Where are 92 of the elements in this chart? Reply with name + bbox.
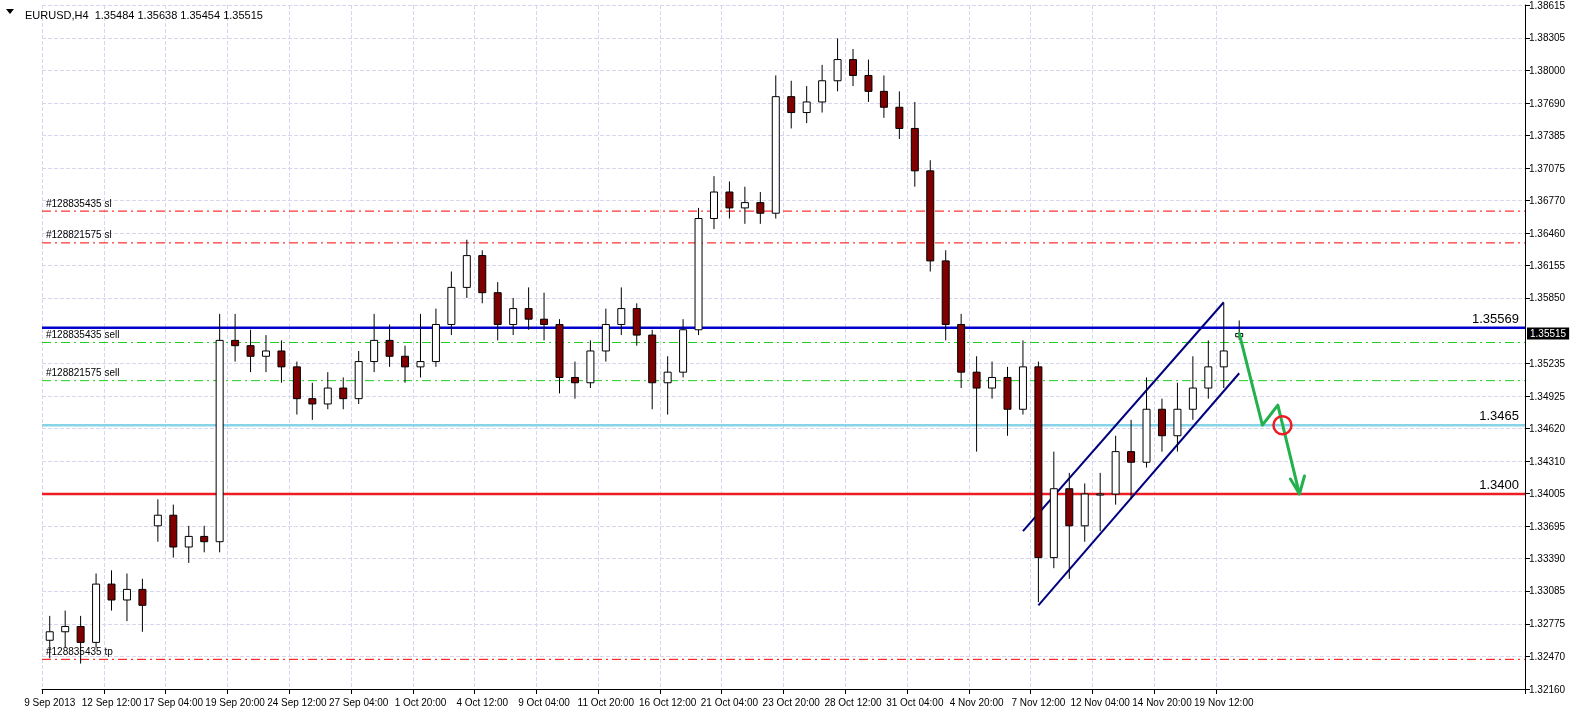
ref-line-label: #128835435 sl bbox=[46, 197, 112, 209]
candlestick bbox=[864, 59, 873, 103]
x-tick-label: 12 Sep 12:00 bbox=[81, 696, 142, 708]
y-tick-label: 1.32160 bbox=[1529, 683, 1566, 695]
ref-line-label: 1.35569 bbox=[1472, 310, 1519, 326]
y-tick-label: 1.34310 bbox=[1529, 455, 1566, 467]
x-tick-label: 1 Oct 20:00 bbox=[394, 696, 447, 708]
x-tick-label: 11 Oct 20:00 bbox=[577, 696, 635, 708]
y-tick-label: 1.33695 bbox=[1529, 520, 1566, 532]
x-tick-label: 14 Nov 20:00 bbox=[1132, 696, 1193, 708]
x-tick-label: 9 Sep 2013 bbox=[24, 696, 76, 708]
x-tick-label: 31 Oct 04:00 bbox=[886, 696, 944, 708]
y-tick-label: 1.38615 bbox=[1529, 0, 1566, 11]
candlestick bbox=[261, 334, 270, 373]
candlestick bbox=[879, 74, 888, 119]
candlestick bbox=[725, 180, 734, 220]
candlestick bbox=[787, 80, 796, 129]
candlestick bbox=[308, 382, 317, 421]
ref-line-label: #128821575 sl bbox=[46, 229, 112, 241]
candlestick bbox=[895, 90, 904, 140]
x-tick-label: 4 Oct 12:00 bbox=[456, 696, 509, 708]
y-tick-label: 1.38000 bbox=[1529, 64, 1566, 76]
x-tick-label: 12 Nov 04:00 bbox=[1070, 696, 1131, 708]
candlestick bbox=[972, 355, 981, 453]
y-tick-label: 1.37075 bbox=[1529, 162, 1566, 174]
candlestick bbox=[277, 339, 286, 384]
candlestick bbox=[833, 37, 842, 92]
y-tick-label: 1.34925 bbox=[1529, 390, 1566, 402]
y-tick-label: 1.33085 bbox=[1529, 585, 1566, 597]
candlestick bbox=[339, 376, 348, 410]
candlestick bbox=[988, 361, 997, 400]
text: 1.35515 bbox=[1530, 327, 1567, 339]
candlestick bbox=[370, 313, 379, 373]
x-tick-label: 16 Oct 12:00 bbox=[639, 696, 697, 708]
candlestick bbox=[524, 286, 533, 331]
x-tick-label: 27 Sep 04:00 bbox=[328, 696, 389, 708]
candlestick bbox=[540, 292, 549, 341]
candlestick bbox=[1219, 302, 1228, 389]
candlestick bbox=[509, 297, 518, 336]
ref-line-label: 1.3400 bbox=[1479, 477, 1519, 493]
candlestick bbox=[617, 286, 626, 336]
candlestick bbox=[1188, 355, 1197, 421]
ref-line-label: #128821575 sell bbox=[46, 367, 120, 379]
y-tick-label: 1.36460 bbox=[1529, 227, 1566, 239]
candlestick bbox=[61, 610, 70, 649]
ref-line-label: #128835435 sell bbox=[46, 329, 120, 340]
x-tick-label: 7 Nov 12:00 bbox=[1011, 696, 1066, 708]
candlestick bbox=[138, 578, 147, 633]
candlestick bbox=[153, 498, 162, 543]
candlestick bbox=[570, 361, 579, 400]
candlestick bbox=[231, 313, 240, 363]
y-tick-label: 1.35850 bbox=[1529, 292, 1566, 304]
y-tick-label: 1.32775 bbox=[1529, 618, 1566, 630]
candlestick bbox=[323, 371, 332, 410]
x-tick-label: 23 Oct 20:00 bbox=[762, 696, 821, 708]
candlestick bbox=[756, 191, 765, 225]
candlestick bbox=[184, 525, 193, 564]
ref-line-label: 1.3465 bbox=[1479, 408, 1519, 424]
candlestick bbox=[740, 186, 749, 225]
candlestick bbox=[416, 313, 425, 378]
y-tick-label: 1.35235 bbox=[1529, 357, 1566, 369]
x-tick-label: 17 Sep 04:00 bbox=[143, 696, 204, 708]
x-tick-label: 24 Sep 12:00 bbox=[267, 696, 328, 708]
candlestick bbox=[107, 569, 116, 612]
y-tick-label: 1.37690 bbox=[1529, 97, 1566, 109]
candlestick bbox=[1096, 472, 1105, 532]
candlestick bbox=[200, 525, 209, 553]
x-tick-label: 28 Oct 12:00 bbox=[824, 696, 883, 708]
y-tick-label: 1.34620 bbox=[1529, 422, 1566, 434]
candlestick bbox=[401, 345, 410, 384]
x-tick-label: 19 Sep 20:00 bbox=[205, 696, 266, 708]
y-tick-label: 1.36155 bbox=[1529, 260, 1566, 272]
y-tick-label: 1.38305 bbox=[1529, 32, 1566, 44]
x-tick-label: 9 Oct 04:00 bbox=[518, 696, 571, 708]
candlestick bbox=[1127, 419, 1136, 500]
candlestick bbox=[1204, 339, 1213, 400]
candlestick bbox=[385, 323, 394, 368]
chart-title: EURUSD,H4 1.35484 1.35638 1.35454 1.35515 bbox=[25, 8, 263, 21]
y-tick-label: 1.34005 bbox=[1529, 488, 1566, 499]
candlestick bbox=[802, 85, 811, 124]
y-tick-label: 1.32470 bbox=[1529, 650, 1566, 662]
y-tick-label: 1.33390 bbox=[1529, 553, 1566, 565]
candlestick bbox=[122, 573, 131, 622]
x-tick-label: 19 Nov 12:00 bbox=[1194, 696, 1254, 708]
y-tick-label: 1.36770 bbox=[1529, 195, 1566, 206]
x-tick-label: 21 Oct 04:00 bbox=[700, 696, 759, 708]
candlestick bbox=[818, 64, 827, 114]
candlestick bbox=[246, 329, 255, 373]
x-tick-label: 4 Nov 20:00 bbox=[949, 696, 1004, 708]
candlestick bbox=[663, 355, 672, 416]
candlestick bbox=[849, 48, 858, 87]
y-tick-label: 1.37385 bbox=[1529, 129, 1566, 141]
